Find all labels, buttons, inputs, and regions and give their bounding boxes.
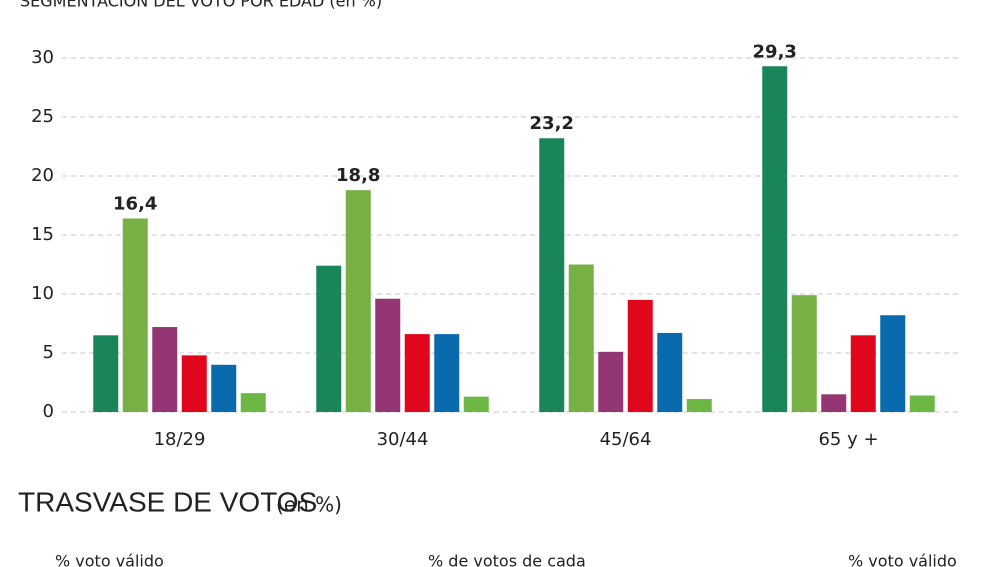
- bar: [657, 332, 683, 412]
- bar: [93, 335, 119, 412]
- bar: [791, 295, 817, 412]
- bar: [850, 335, 876, 412]
- chart-title: SEGMENTACIÓN DEL VOTO POR EDAD (en %): [20, 0, 382, 11]
- bar: [181, 355, 207, 412]
- column-label: % voto válido: [55, 552, 164, 567]
- value-label: 29,3: [753, 41, 797, 62]
- bar: [880, 315, 906, 412]
- bar: [568, 264, 594, 412]
- bar: [240, 393, 266, 412]
- bar: [686, 399, 712, 412]
- bar: [463, 396, 489, 412]
- section-title: TRASVASE DE VOTOS: [18, 486, 317, 517]
- y-tick-label: 20: [31, 165, 54, 186]
- y-tick-label: 10: [31, 283, 54, 304]
- y-tick-label: 0: [43, 401, 54, 422]
- bar: [909, 395, 935, 412]
- bar: [821, 394, 847, 412]
- value-label: 16,4: [113, 193, 157, 214]
- bar: [404, 334, 430, 412]
- bar: [762, 66, 788, 412]
- bar: [152, 327, 178, 412]
- bar: [598, 351, 624, 412]
- bar: [375, 298, 401, 412]
- x-tick-label: 30/44: [377, 429, 429, 450]
- bar: [316, 265, 342, 412]
- x-tick-label: 65 y +: [818, 429, 878, 450]
- column-label: % voto válido: [848, 552, 957, 567]
- y-tick-label: 15: [31, 224, 54, 245]
- value-label: 23,2: [530, 113, 574, 134]
- y-tick-label: 25: [31, 106, 54, 127]
- bar: [345, 190, 371, 412]
- y-tick-label: 5: [43, 342, 54, 363]
- column-label: % de votos de cada: [428, 552, 586, 567]
- x-tick-label: 18/29: [154, 429, 206, 450]
- x-tick-label: 45/64: [600, 429, 652, 450]
- bar: [434, 334, 460, 412]
- y-tick-label: 30: [31, 47, 54, 68]
- value-label: 18,8: [336, 165, 380, 186]
- section-note: (en %): [276, 493, 342, 517]
- bar: [211, 364, 237, 412]
- bar: [122, 218, 148, 412]
- bar: [539, 138, 565, 413]
- bar: [627, 299, 653, 412]
